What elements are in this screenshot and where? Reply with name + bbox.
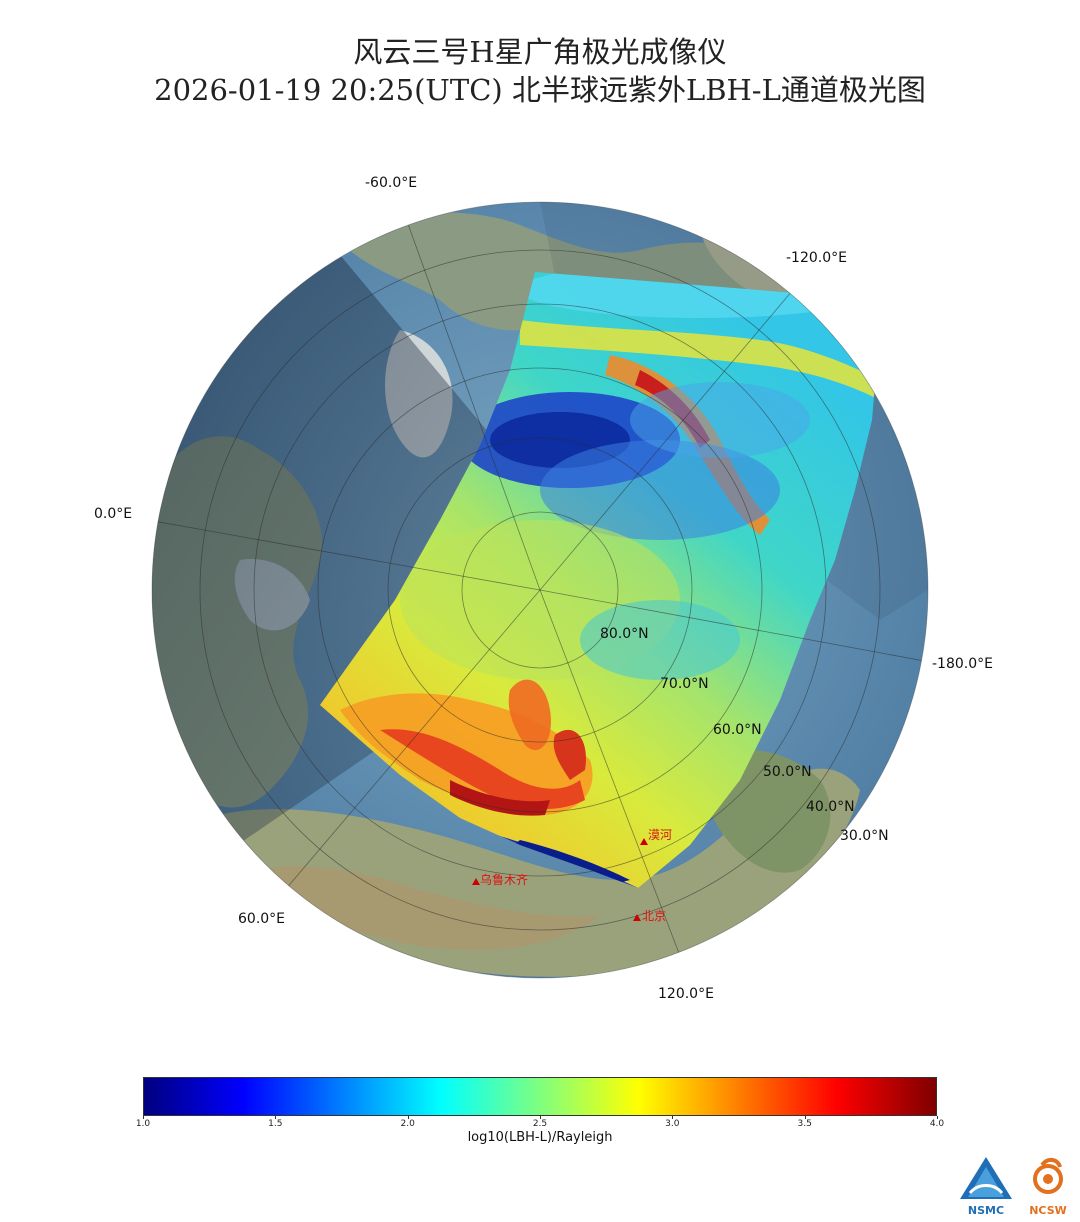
city-label-beijing: 北京 [642,909,667,923]
city-marker-beijing [633,914,641,921]
colorbar-tick-label: 4.0 [929,1119,945,1129]
colorbar-tick-label: 1.5 [268,1119,283,1129]
colorbar-tickmark [540,1116,541,1119]
lat-label-40: 40.0°N [806,799,855,815]
colorbar-tickmark [275,1116,277,1119]
lon-label-neg120: -120.0°E [786,250,847,266]
colorbar-label: log10(LBH-L)/Rayleigh [467,1130,613,1145]
colorbar-tickmark [407,1116,409,1119]
ncsw-logo-text: NCSW [1029,1204,1067,1217]
lat-label-80: 80.0°N [600,626,649,642]
lat-label-60: 60.0°N [713,722,762,738]
nsmc-logo-text: NSMC [967,1204,1005,1217]
lat-label-70: 70.0°N [660,676,709,692]
lon-label-60: 60.0°E [238,911,286,927]
nsmc-triangle-icon [960,1157,1012,1199]
night-shade [152,255,520,850]
colorbar-tick-label: 2.5 [532,1119,548,1129]
lat-label-50: 50.0°N [763,764,812,780]
colorbar-tickmark [143,1116,144,1119]
city-marker-mohe [640,838,648,845]
chart-title: 风云三号H星广角极光成像仪 [353,35,727,69]
city-label-urumqi: 乌鲁木齐 [480,873,529,887]
colorbar-tick-label: 1.0 [135,1119,151,1129]
chart-subtitle: 2026-01-19 20:25(UTC) 北半球远紫外LBH-L通道极光图 [154,73,926,107]
nsmc-logo: NSMC [958,1155,1014,1217]
city-marker-urumqi [472,878,480,885]
colorbar-tickmark [804,1116,806,1119]
colorbar-tickmark [672,1116,674,1119]
lon-label-0: 0.0°E [94,506,133,522]
colorbar [143,1077,937,1116]
lat-label-30: 30.0°N [840,828,889,844]
colorbar-tickmark [937,1116,938,1119]
ncsw-sun-icon [1033,1158,1063,1194]
city-label-mohe: 漠河 [648,828,673,842]
lon-label-neg180: -180.0°E [932,656,993,672]
ncsw-logo: NCSW [1020,1155,1076,1217]
lon-label-neg60: -60.0°E [365,175,418,191]
colorbar-tick-label: 3.5 [797,1119,812,1129]
colorbar-tick-label: 3.0 [665,1119,680,1129]
lon-label-120: 120.0°E [658,986,714,1002]
colorbar-tick-label: 2.0 [400,1119,415,1129]
graticule [152,202,928,978]
